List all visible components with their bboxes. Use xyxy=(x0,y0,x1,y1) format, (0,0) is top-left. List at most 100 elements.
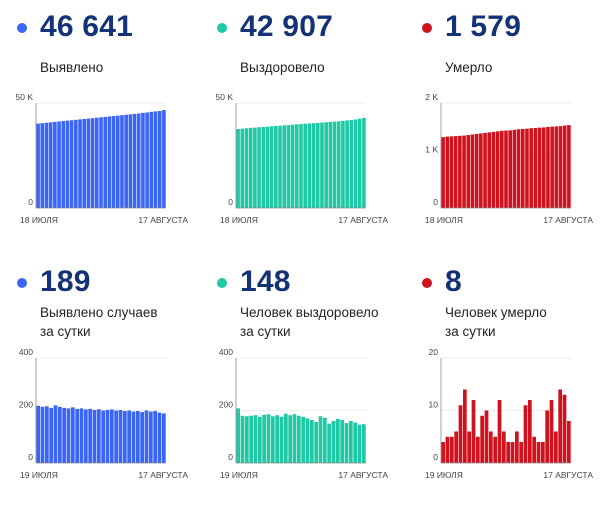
bar xyxy=(362,117,366,208)
bar xyxy=(275,415,280,463)
bar xyxy=(253,127,257,208)
bar xyxy=(278,125,282,208)
bar xyxy=(53,121,57,208)
bar xyxy=(274,125,278,208)
bar xyxy=(44,122,49,208)
bar xyxy=(120,115,124,208)
bar xyxy=(118,409,123,463)
bar xyxy=(148,411,153,463)
bar xyxy=(36,405,41,463)
bar xyxy=(266,414,271,463)
bar xyxy=(506,442,511,463)
bar xyxy=(483,132,487,208)
y-tick-label: 0 xyxy=(228,197,233,207)
x-tick-label-end: 17 АВГУСТА xyxy=(543,215,593,225)
total-value: 42 907 xyxy=(240,10,333,43)
series-dot-icon xyxy=(217,23,227,33)
bar xyxy=(474,133,479,208)
bar xyxy=(262,414,267,463)
x-tick-label-end: 17 АВГУСТА xyxy=(543,470,593,480)
bar xyxy=(516,129,521,208)
x-tick-label-start: 19 ИЮЛЯ xyxy=(425,470,463,480)
bar xyxy=(348,421,353,463)
bar xyxy=(484,410,489,463)
bar xyxy=(40,123,45,208)
y-tick-label: 0 xyxy=(228,452,233,462)
bar xyxy=(141,112,145,208)
bar xyxy=(336,121,341,208)
bar xyxy=(303,123,307,208)
bar xyxy=(466,135,471,208)
bar xyxy=(449,436,454,463)
bar xyxy=(114,410,119,463)
bar xyxy=(135,411,140,463)
bar xyxy=(257,416,262,463)
bar xyxy=(533,127,538,208)
bar xyxy=(441,137,445,208)
bar xyxy=(504,130,508,208)
bar xyxy=(78,119,82,208)
bar xyxy=(467,431,472,463)
bar xyxy=(475,436,480,463)
bar xyxy=(497,400,502,463)
x-tick-label-end: 17 АВГУСТА xyxy=(138,215,188,225)
bar xyxy=(500,130,504,208)
bar xyxy=(344,423,349,463)
bar xyxy=(345,120,349,208)
bar xyxy=(458,135,462,208)
bar xyxy=(70,407,75,463)
bar xyxy=(105,409,110,463)
bar xyxy=(566,421,571,463)
bar xyxy=(495,131,500,208)
bar xyxy=(353,119,358,208)
metric-label: Умерло xyxy=(445,58,492,77)
bar xyxy=(540,442,545,463)
bar xyxy=(554,126,559,208)
metric-label-line: Человек выздоровело xyxy=(240,305,379,320)
panel-p6: 8 Человек умерло за сутки 0 10 20 19 ИЮЛЯ 17 АВ… xyxy=(405,255,605,505)
bar xyxy=(537,127,542,208)
bar xyxy=(458,405,463,463)
bar xyxy=(44,406,49,463)
bar xyxy=(88,408,93,463)
metric-label-line: за сутки xyxy=(445,324,496,339)
bar xyxy=(328,121,333,208)
total-value: 46 641 xyxy=(40,10,133,43)
total-value: 148 xyxy=(240,265,291,298)
bar xyxy=(145,112,149,208)
bar xyxy=(493,436,498,463)
x-tick-label-start: 18 ИЮЛЯ xyxy=(220,215,258,225)
bar xyxy=(57,121,61,208)
bar xyxy=(491,131,496,208)
x-tick-label-end: 17 АВГУСТА xyxy=(338,215,388,225)
bar xyxy=(127,410,132,463)
bar xyxy=(301,416,306,463)
bar xyxy=(62,407,67,463)
bar xyxy=(96,409,101,463)
bar xyxy=(261,126,266,208)
bar xyxy=(286,125,291,208)
metric-label: Выявлено случаев за сутки xyxy=(40,303,158,341)
metric-label: Выздоровело xyxy=(240,58,325,77)
total-value: 8 xyxy=(445,265,462,298)
bar xyxy=(292,414,297,463)
bar xyxy=(99,117,103,208)
bar xyxy=(462,135,466,208)
bar xyxy=(90,118,95,208)
bar xyxy=(265,126,270,208)
bar xyxy=(95,117,99,208)
bar xyxy=(66,408,71,463)
panel-p5: 148 Человек выздоровело за сутки 0 200 400 19 … xyxy=(200,255,400,505)
bar xyxy=(279,416,284,463)
bar xyxy=(290,124,295,208)
bar xyxy=(149,111,154,208)
y-tick-label: 50 K xyxy=(216,92,234,102)
bar xyxy=(487,132,492,208)
bar xyxy=(240,128,245,208)
bar xyxy=(520,128,525,208)
bar xyxy=(545,410,550,463)
bar xyxy=(282,125,287,208)
bar xyxy=(479,133,483,208)
bar-chart: 0 50 K 18 ИЮЛЯ 17 АВГУСТА xyxy=(216,92,389,225)
x-tick-label-start: 18 ИЮЛЯ xyxy=(425,215,463,225)
